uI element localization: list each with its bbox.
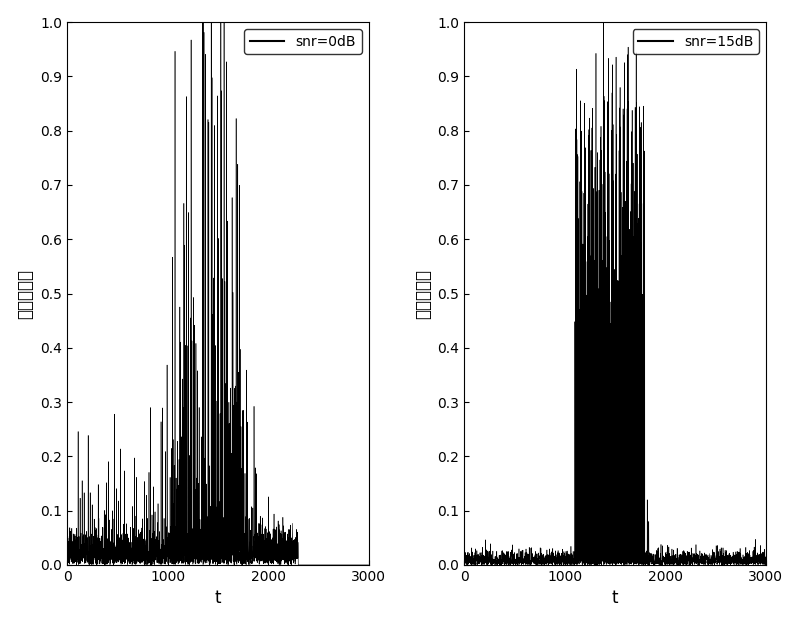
Legend: snr=15dB: snr=15dB bbox=[633, 29, 759, 54]
X-axis label: t: t bbox=[612, 589, 618, 607]
X-axis label: t: t bbox=[214, 589, 221, 607]
Y-axis label: 归一化幅度: 归一化幅度 bbox=[17, 268, 34, 318]
Y-axis label: 归一化幅度: 归一化幅度 bbox=[414, 268, 432, 318]
Legend: snr=0dB: snr=0dB bbox=[244, 29, 362, 54]
